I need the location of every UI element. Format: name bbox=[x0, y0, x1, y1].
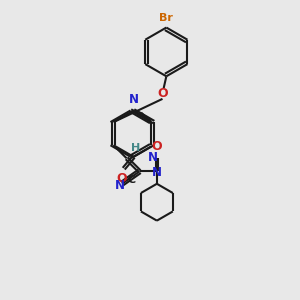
Text: O: O bbox=[152, 140, 162, 154]
Text: N: N bbox=[148, 151, 158, 164]
Text: N: N bbox=[129, 93, 139, 106]
Text: H: H bbox=[131, 143, 140, 153]
Text: O: O bbox=[117, 172, 127, 185]
Text: N: N bbox=[115, 179, 125, 193]
Text: N: N bbox=[152, 166, 162, 179]
Text: O: O bbox=[157, 87, 168, 100]
Text: Br: Br bbox=[159, 13, 173, 23]
Text: C: C bbox=[127, 175, 135, 184]
